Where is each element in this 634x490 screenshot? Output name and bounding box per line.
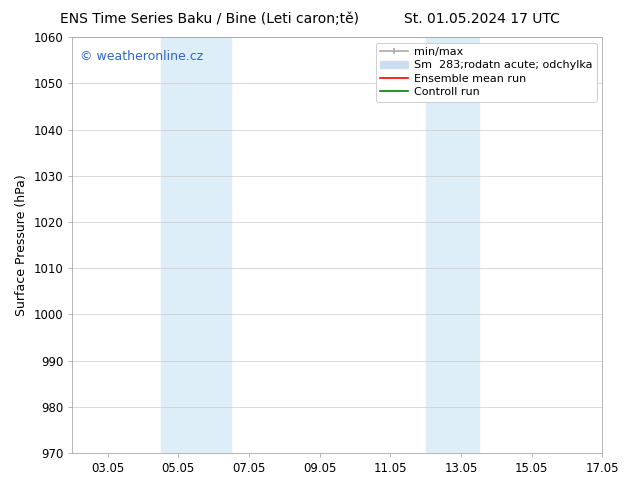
- Bar: [160, 37, 231, 453]
- Text: © weatheronline.cz: © weatheronline.cz: [81, 49, 204, 63]
- Y-axis label: Surface Pressure (hPa): Surface Pressure (hPa): [15, 174, 28, 316]
- Legend: min/max, Sm  283;rodatn acute; odchylka, Ensemble mean run, Controll run: min/max, Sm 283;rodatn acute; odchylka, …: [376, 43, 597, 101]
- Text: ENS Time Series Baku / Bine (Leti caron;tě): ENS Time Series Baku / Bine (Leti caron;…: [60, 12, 359, 26]
- Text: St. 01.05.2024 17 UTC: St. 01.05.2024 17 UTC: [404, 12, 560, 26]
- Bar: [425, 37, 479, 453]
